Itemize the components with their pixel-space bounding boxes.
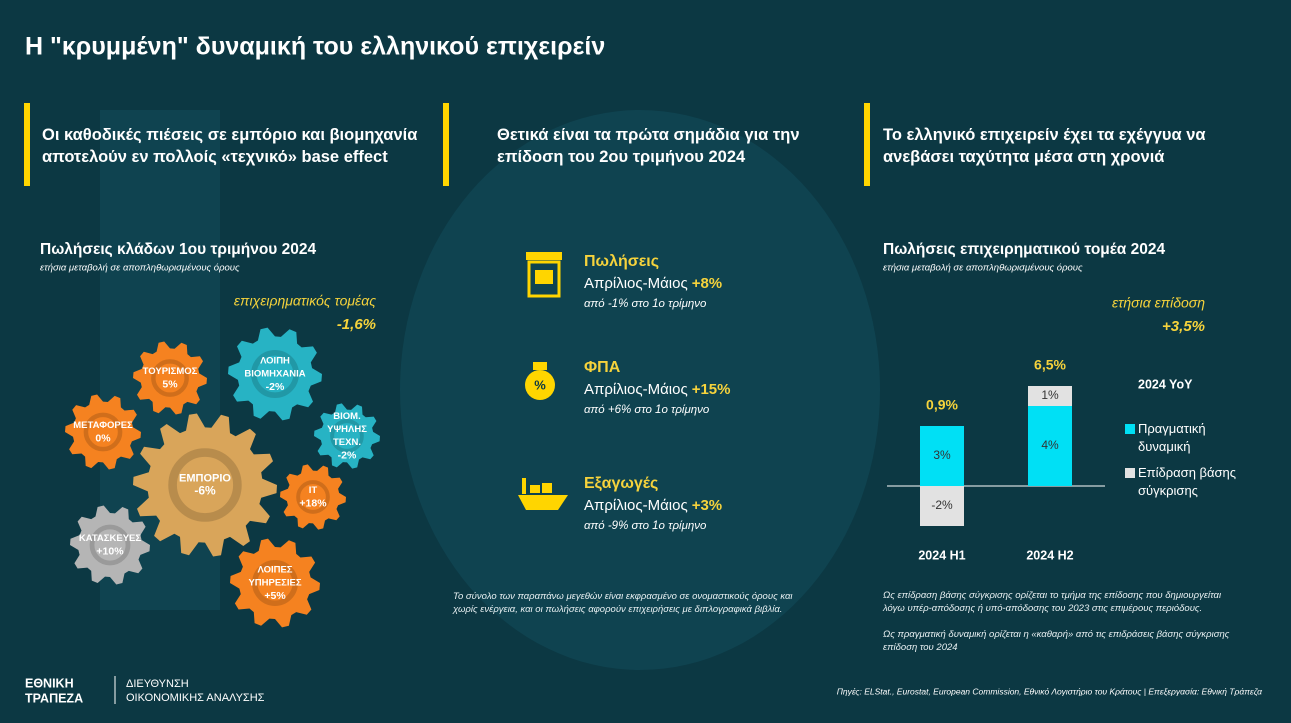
indicator-line: Απρίλιος-Μάιος +3%	[584, 497, 722, 514]
gear-label: ΛΟΙΠΕΣ	[257, 565, 292, 576]
gear-value: +18%	[299, 497, 327, 509]
x-tick-label: 2024 H2	[1026, 548, 1073, 562]
gear-label: ΕΜΠΟΡΙΟ	[179, 472, 231, 484]
legend-label: Πραγματική δυναμική	[1138, 421, 1206, 454]
icon-bag: %	[525, 362, 555, 400]
gear-hole	[89, 524, 131, 566]
indicator-note: από -1% στο 1ο τρίμηνο	[584, 298, 707, 310]
gear-value: +5%	[264, 590, 286, 602]
bar-label: 1%	[1041, 388, 1059, 402]
gear-value: -2%	[338, 449, 357, 461]
gear-label: ΥΠΗΡΕΣΙΕΣ	[248, 578, 301, 589]
indicator-name: Πωλήσεις	[584, 253, 659, 270]
bar	[920, 486, 964, 526]
bar-label: 4%	[1041, 438, 1059, 452]
gear-value: 5%	[162, 378, 178, 390]
gear-label: ΜΕΤΑΦΟΡΕΣ	[73, 420, 133, 431]
indicator-note: από -9% στο 1ο τρίμηνο	[584, 520, 707, 532]
legend-swatch	[1125, 424, 1135, 434]
sectors-title: Πωλήσεις κλάδων 1ου τριμήνου 2024	[40, 241, 316, 258]
indicator-value: +8%	[692, 275, 722, 292]
indicator-name: Εξαγωγές	[584, 475, 658, 492]
gear-hole	[330, 419, 364, 453]
legend-label: Επίδραση βάσης σύγκρισης	[1138, 465, 1237, 498]
source: Πηγές: ELStat., Eurostat, European Commi…	[837, 686, 1263, 696]
department: ΟΙΚΟΝΟΜΙΚΗΣ ΑΝΑΛΥΣΗΣ	[126, 692, 265, 704]
indicator-period: Απρίλιος-Μάιος	[584, 381, 688, 398]
legend-swatch	[1125, 468, 1135, 478]
sector-total-value: -1,6%	[337, 316, 376, 333]
indicator-note: από +6% στο 1ο τρίμηνο	[584, 404, 710, 416]
indicator-value: +3%	[692, 497, 722, 514]
gear-hole	[168, 448, 242, 522]
accent-bar	[24, 103, 30, 186]
gear-value: 0%	[95, 432, 111, 444]
logo: ΤΡΑΠΕΖΑ	[25, 691, 83, 705]
bar	[920, 426, 964, 486]
accent-bar	[443, 103, 449, 186]
gear-value: -6%	[194, 484, 216, 498]
gear-hole	[251, 350, 299, 398]
gear-label: ΥΨΗΛΗΣ	[327, 424, 367, 435]
chart-title: Πωλήσεις επιχειρηματικού τομέα 2024	[883, 241, 1165, 258]
indicator-period: Απρίλιος-Μάιος	[584, 497, 688, 514]
gear-label: ΛΟΙΠΗ	[260, 356, 290, 367]
svg-text:%: %	[534, 377, 546, 392]
gear-label: IT	[309, 485, 318, 496]
gear-label: ΤΕΧΝ.	[333, 437, 361, 448]
indicator-period: Απρίλιος-Μάιος	[584, 275, 688, 292]
total-label: 6,5%	[1034, 357, 1066, 373]
icon-shop	[526, 252, 562, 298]
indicators-note: Το σύνολο των παραπάνω μεγεθών είναι εκφ…	[453, 591, 793, 615]
gear-hole	[151, 359, 189, 397]
gear-value: -2%	[266, 381, 285, 393]
gear-label: ΒΙΟΜ.	[333, 411, 360, 422]
x-tick-label: 2024 H1	[918, 548, 965, 562]
annotation-value: +3,5%	[1162, 318, 1205, 335]
header: Οι καθοδικές πιέσεις σε εμπόριο και βιομ…	[42, 126, 418, 166]
gear-hole	[252, 560, 298, 606]
logo: ΕΘΝΙΚΗ	[25, 676, 74, 690]
indicator-line: Απρίλιος-Μάιος +8%	[584, 275, 722, 292]
bar-label: -2%	[931, 498, 953, 512]
gear-hole	[296, 480, 330, 514]
total-label: 0,9%	[926, 397, 958, 413]
gear-label: ΒΙΟΜΗΧΑΝΙΑ	[244, 369, 305, 380]
bar	[1028, 406, 1072, 486]
accent-bar	[864, 103, 870, 186]
bar	[1028, 386, 1072, 406]
gear-hole	[83, 412, 123, 452]
sectors-subtitle: ετήσια μεταβολή σε αποπληθωρισμένους όρο…	[40, 263, 240, 274]
bg-shape	[400, 110, 880, 670]
gear-value: +10%	[96, 545, 124, 557]
header: Το ελληνικό επιχειρείν έχει τα εχέγγυα ν…	[883, 126, 1206, 166]
chart-note: Ως πραγματική δυναμική ορίζεται η «καθαρ…	[883, 629, 1230, 653]
indicator-value: +15%	[692, 381, 731, 398]
sector-total-label: επιχειρηματικός τομέας	[234, 293, 376, 309]
indicator-line: Απρίλιος-Μάιος +15%	[584, 381, 731, 398]
annotation: ετήσια επίδοση	[1112, 295, 1205, 311]
department: ΔΙΕΥΘΥΝΣΗ	[126, 678, 189, 690]
page-title: Η "κρυμμένη" δυναμική του ελληνικού επιχ…	[25, 33, 605, 61]
chart-subtitle: ετήσια μεταβολή σε αποπληθωρισμένους όρο…	[883, 263, 1083, 274]
indicator-name: ΦΠΑ	[584, 359, 621, 376]
header: Θετικά είναι τα πρώτα σημάδια για την επ…	[497, 126, 800, 166]
gear-label: ΚΑΤΑΣΚΕΥΕΣ	[79, 533, 141, 544]
legend-title: 2024 YoY	[1138, 377, 1193, 391]
chart-note: Ως επίδραση βάσης σύγκρισης ορίζεται το …	[883, 590, 1222, 614]
bar-label: 3%	[933, 448, 951, 462]
gear-label: ΤΟΥΡΙΣΜΟΣ	[143, 366, 198, 377]
icon-ship	[518, 478, 568, 510]
